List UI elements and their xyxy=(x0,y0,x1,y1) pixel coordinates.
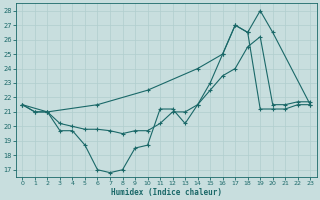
X-axis label: Humidex (Indice chaleur): Humidex (Indice chaleur) xyxy=(111,188,222,197)
